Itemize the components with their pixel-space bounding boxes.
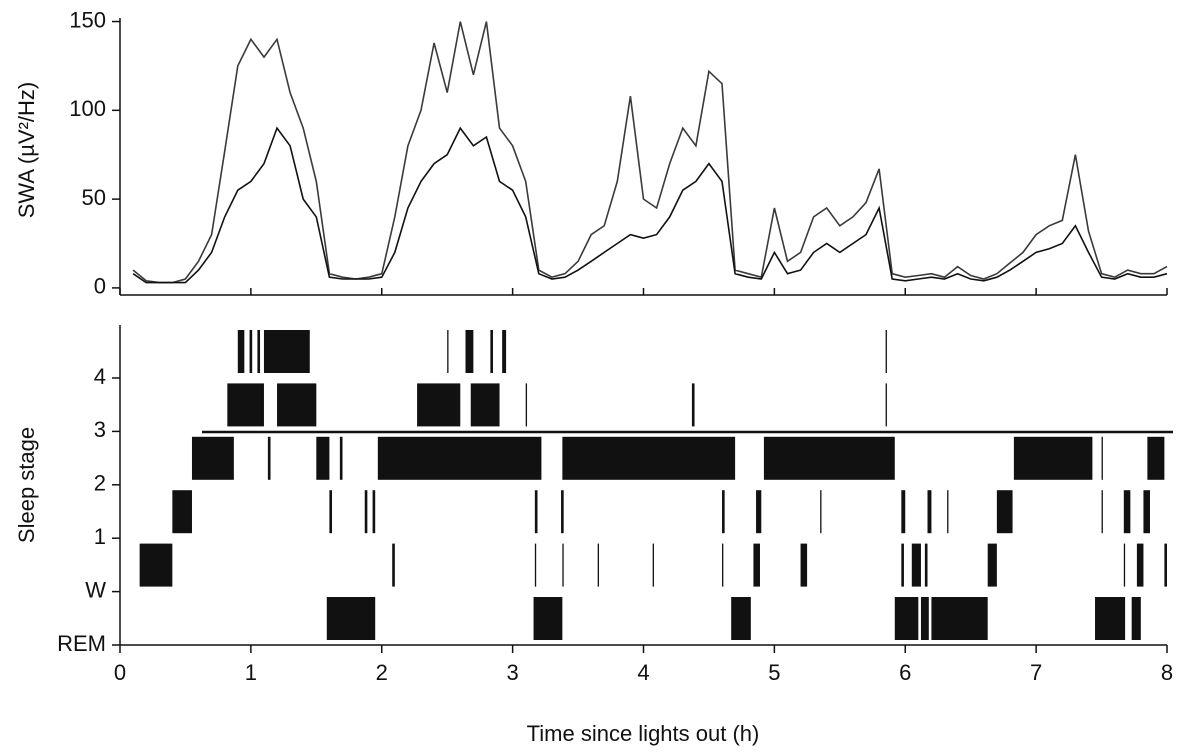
stage-interval: [885, 383, 887, 427]
stage-interval: [911, 543, 921, 587]
stage-interval: [470, 383, 500, 427]
y-tick-label: REM: [57, 631, 106, 656]
stage-interval: [756, 490, 762, 534]
stage-interval: [1123, 543, 1126, 587]
stage-interval: [377, 436, 542, 480]
x-tick-label: 3: [507, 660, 519, 685]
x-tick-label: 5: [768, 660, 780, 685]
stage-interval: [172, 490, 192, 534]
stage-interval: [652, 543, 654, 587]
stage-interval: [722, 543, 724, 587]
y-axis-label: Sleep stage: [14, 427, 39, 543]
y-tick-label: 1: [94, 524, 106, 549]
stage-interval: [562, 436, 736, 480]
stage-interval: [316, 436, 330, 480]
y-tick-label: 4: [94, 364, 106, 389]
y-axis-label: SWA (µV²/Hz): [14, 82, 39, 219]
line-series: [132, 21, 1168, 284]
x-tick-label: 2: [376, 660, 388, 685]
stage-interval: [372, 490, 376, 534]
stage-interval: [947, 490, 949, 534]
x-tick-label: 4: [637, 660, 649, 685]
y-tick-label: 150: [69, 7, 106, 32]
stage-interval: [927, 490, 932, 534]
stage-interval: [885, 330, 887, 373]
x-tick-label: 0: [114, 660, 126, 685]
stage-interval: [894, 597, 919, 640]
stage-interval: [534, 543, 537, 587]
y-tick-label: W: [85, 577, 106, 602]
x-axis-label: Time since lights out (h): [527, 721, 760, 746]
stage-interval: [931, 597, 988, 640]
stage-interval: [722, 490, 725, 534]
stage-interval: [987, 543, 997, 587]
stage-interval: [1147, 436, 1165, 480]
y-tick-label: 3: [94, 417, 106, 442]
stage-interval: [691, 383, 695, 427]
stage-interval: [1131, 597, 1141, 640]
y-tick-label: 0: [94, 274, 106, 299]
x-tick-label: 8: [1161, 660, 1173, 685]
x-tick-label: 1: [245, 660, 257, 685]
stage-interval: [597, 543, 600, 587]
stage-interval: [561, 490, 564, 534]
stage-interval: [1013, 436, 1093, 480]
stage-interval: [263, 330, 310, 373]
y-tick-label: 2: [94, 471, 106, 496]
y-tick-label: 50: [82, 185, 106, 210]
stage-interval: [901, 490, 906, 534]
stage-interval: [1101, 490, 1103, 534]
stage-interval: [731, 597, 751, 640]
stage-interval: [249, 330, 253, 373]
stage-interval: [227, 383, 264, 427]
stage-interval: [533, 597, 563, 640]
stage-interval: [1123, 490, 1131, 534]
x-tick-label: 7: [1030, 660, 1042, 685]
stage-interval: [763, 436, 895, 480]
stage-interval: [1143, 490, 1150, 534]
stage-interval: [1164, 543, 1167, 587]
stage-interval: [257, 330, 261, 373]
stage-interval: [502, 330, 507, 373]
stage-interval: [277, 383, 317, 427]
stage-interval: [901, 543, 904, 587]
stage-interval: [996, 490, 1013, 534]
line-series: [132, 126, 1168, 284]
stage-interval: [562, 543, 564, 587]
x-tick-label: 6: [899, 660, 911, 685]
stage-interval: [191, 436, 234, 480]
stage-interval: [490, 330, 493, 373]
stage-interval: [465, 330, 474, 373]
y-tick-label: 100: [69, 96, 106, 121]
stage-interval: [364, 490, 368, 534]
stage-interval: [1136, 543, 1144, 587]
stage-interval: [820, 490, 822, 534]
stage-interval: [392, 543, 395, 587]
stage-interval: [267, 436, 271, 480]
stage-interval: [237, 330, 245, 373]
stage-interval: [1095, 597, 1126, 640]
stage-interval: [534, 490, 538, 534]
stage-interval: [920, 597, 929, 640]
stage-interval: [447, 330, 449, 373]
stage-interval: [525, 383, 528, 427]
stage-interval: [326, 597, 376, 640]
stage-interval: [1101, 436, 1103, 480]
stage-interval: [924, 543, 928, 587]
stage-interval: [339, 436, 343, 480]
stage-interval: [329, 490, 333, 534]
stage-interval: [139, 543, 173, 587]
stage-interval: [753, 543, 760, 587]
stage-interval: [800, 543, 808, 587]
stage-interval: [417, 383, 461, 427]
